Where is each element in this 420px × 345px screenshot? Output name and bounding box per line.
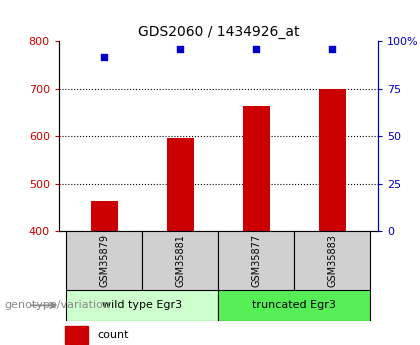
Bar (218, 290, 370, 321)
Bar (66, 231, 142, 290)
Bar (91, 201, 118, 231)
Text: GSM35883: GSM35883 (328, 234, 337, 287)
Title: GDS2060 / 1434926_at: GDS2060 / 1434926_at (138, 25, 299, 39)
Bar (218, 231, 294, 290)
Bar (142, 231, 218, 290)
Bar (243, 106, 270, 231)
Text: GSM35879: GSM35879 (100, 234, 109, 287)
Point (177, 46, 184, 52)
Text: GSM35881: GSM35881 (176, 234, 185, 287)
Text: truncated Egr3: truncated Egr3 (252, 300, 336, 310)
Bar (167, 138, 194, 231)
Bar (319, 89, 346, 231)
Point (101, 54, 108, 59)
Bar (294, 231, 370, 290)
Bar (65, 326, 88, 344)
Text: count: count (98, 330, 129, 340)
Point (253, 46, 260, 52)
Point (329, 46, 336, 52)
Bar (66, 290, 218, 321)
Text: genotype/variation: genotype/variation (4, 300, 110, 310)
Text: GSM35877: GSM35877 (252, 234, 261, 287)
Text: wild type Egr3: wild type Egr3 (102, 300, 182, 310)
